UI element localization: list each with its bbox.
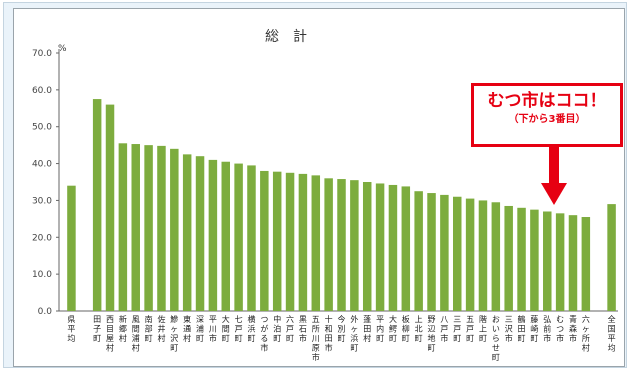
y-tick-label: 40.0 (32, 160, 52, 170)
chart-panel: 総 計% 70.0 60.0 50.0 40.0 30.0 20.0 10.0 0.0 県平均 田子… (13, 8, 625, 367)
bar (234, 163, 243, 311)
bar (208, 159, 218, 311)
x-tick-label: 中泊町 (273, 314, 281, 343)
bar (350, 180, 359, 311)
x-tick-label: 上北町 (415, 315, 423, 343)
bar (221, 161, 230, 311)
y-tick-label: 20.0 (32, 233, 52, 243)
bar (453, 196, 462, 311)
x-tick-label: 西目屋村 (106, 315, 114, 353)
bar (92, 99, 102, 311)
x-tick-label: 平内町 (376, 315, 384, 343)
bar (427, 193, 436, 311)
x-tick-label: 藤崎町 (530, 314, 538, 343)
x-tick-label: 大間町 (222, 314, 230, 343)
bar (337, 179, 346, 311)
x-tick-label: 三戸町 (453, 315, 461, 343)
x-tick-label: 鶴田町 (518, 314, 526, 343)
y-tick-label: 10.0 (32, 270, 52, 280)
x-tick-label: 七戸町 (235, 315, 243, 343)
x-tick-label: 六ヶ所村 (582, 314, 590, 353)
bar (118, 143, 128, 311)
bar (401, 186, 411, 311)
bar (67, 185, 76, 311)
x-tick-label: 階上町 (479, 314, 487, 343)
down-arrow-icon (541, 147, 567, 205)
bar (324, 178, 333, 311)
bar (530, 209, 539, 311)
bar (105, 104, 115, 311)
y-unit-label: % (58, 44, 67, 54)
x-tick-label: おいらせ町 (492, 315, 500, 362)
bar (285, 172, 295, 311)
bar (388, 184, 398, 311)
x-tick-label: 全国平均 (608, 314, 616, 353)
x-tick-label: 黒石市 (299, 315, 307, 343)
x-tick-label: 新郷村 (119, 314, 127, 343)
bar (182, 154, 192, 311)
x-tick-label: 東通村 (183, 314, 191, 343)
bar (478, 200, 488, 311)
bar (311, 175, 321, 311)
x-tick-label: 深浦町 (196, 315, 204, 343)
y-tick-label: 70.0 (32, 49, 52, 59)
bar (414, 191, 423, 311)
x-tick-label: 三沢市 (505, 315, 513, 343)
x-tick-label: 南部町 (145, 314, 153, 343)
x-tick-label: 野辺地町 (428, 315, 436, 353)
bar (517, 207, 526, 311)
x-tick-label: 五所川原市 (312, 315, 320, 362)
bar (272, 171, 282, 311)
x-tick-label: 大鰐町 (389, 314, 397, 343)
x-tick-label: むつ市 (556, 315, 564, 343)
x-tick-label: 風間浦村 (132, 315, 140, 353)
bar (195, 156, 205, 311)
y-tick-label: 50.0 (32, 123, 52, 133)
x-tick-label: 蓬田村 (363, 314, 371, 343)
y-tick-label: 30.0 (32, 196, 52, 206)
x-tick-label: 板柳町 (402, 314, 410, 343)
x-tick-label: 十和田市 (325, 314, 333, 353)
bar (543, 211, 552, 311)
bar (581, 217, 591, 311)
bar (170, 148, 179, 311)
bar (144, 145, 153, 311)
x-tick-label: 横浜町 (247, 314, 255, 343)
callout-title: むつ市はココ！ (487, 91, 607, 111)
bar-chart: 総 計% 70.0 60.0 50.0 40.0 30.0 20.0 10.0 0.0 県平均 田子… (32, 29, 618, 362)
x-tick-label: 田子町 (93, 315, 101, 343)
x-tick-label: 県平均 (67, 315, 75, 343)
bar (260, 170, 269, 311)
x-tick-label: 鰺ヶ沢町 (170, 314, 178, 353)
bar (131, 144, 140, 311)
x-tick-label: 六戸町 (286, 314, 294, 343)
x-tick-label: 八戸市 (440, 315, 448, 343)
y-tick-label: 60.0 (32, 86, 52, 96)
x-tick-label: 青森市 (569, 314, 577, 343)
chart-frame: 総 計% 70.0 60.0 50.0 40.0 30.0 20.0 10.0 0.0 県平均 田子… (3, 2, 627, 368)
bar (247, 165, 256, 311)
bar (491, 202, 501, 311)
bar (440, 194, 449, 311)
callout-box: むつ市はココ！ （下から3番目） (471, 83, 623, 147)
bar (555, 213, 565, 311)
x-tick-label: 外ヶ浜町 (350, 314, 358, 353)
bar (504, 205, 513, 311)
x-tick-label: 佐井村 (157, 314, 165, 343)
y-tick-label: 0.0 (38, 307, 53, 317)
bar (607, 204, 616, 311)
bar (375, 183, 385, 311)
x-tick-label: 今別町 (338, 314, 346, 343)
bar (157, 145, 166, 311)
x-tick-label: 平川市 (209, 315, 217, 343)
bar (568, 215, 578, 311)
bar (362, 182, 372, 311)
x-tick-label: つがる市 (260, 315, 268, 353)
callout-subtitle: （下から3番目） (508, 114, 586, 125)
bar (298, 173, 308, 311)
bar (465, 198, 475, 311)
x-tick-label: 弘前市 (543, 315, 551, 343)
x-tick-label: 五戸町 (466, 315, 474, 343)
chart-title: 総 計 (265, 29, 307, 45)
